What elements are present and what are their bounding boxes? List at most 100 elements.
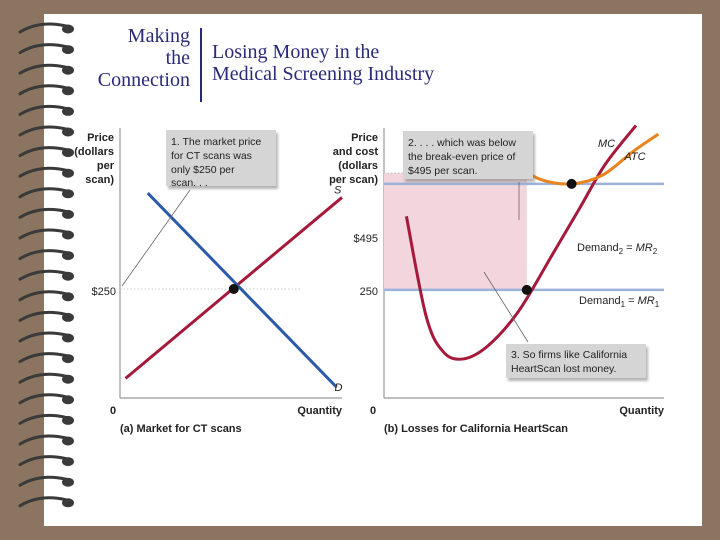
- panel-a-equilibrium-point: [228, 284, 239, 294]
- callout-1-line-4: scan. . .: [171, 177, 208, 189]
- callout-2: 2. . . . which was below the break-even …: [403, 131, 533, 220]
- panel-b-ylabel-1: Price: [351, 132, 378, 144]
- panel-b: Price and cost (dollars per scan) 0 Quan…: [329, 124, 665, 435]
- spiral-hole: [62, 45, 74, 55]
- callout-1-line-1: 1. The market price: [171, 136, 261, 148]
- panel-b-origin: 0: [370, 405, 376, 417]
- callout-3-pointer: [483, 271, 529, 343]
- spiral-coil: [18, 496, 68, 508]
- panel-b-ylabel-2: and cost: [333, 146, 379, 158]
- spiral-hole: [62, 395, 74, 405]
- callout-2-line-1: 2. . . . which was below: [408, 137, 516, 149]
- spiral-hole: [62, 251, 74, 261]
- spiral-coil: [18, 249, 68, 261]
- slide-title: Losing Money in the Medical Screening In…: [212, 41, 512, 85]
- spiral-hole: [62, 477, 74, 487]
- title-line-1: Losing Money in the: [212, 41, 380, 63]
- spiral-coil: [18, 352, 68, 364]
- panel-b-tick-250: 250: [360, 286, 378, 298]
- callout-3-line-1: 3. So firms like California: [511, 349, 627, 361]
- making-line-3: Connection: [97, 69, 190, 91]
- panel-a-ylabel-3: per: [97, 160, 115, 172]
- spiral-hole: [62, 24, 74, 34]
- making-the-connection-label: Making the Connection: [90, 25, 190, 91]
- panel-a-ylabel-4: scan): [85, 174, 114, 186]
- spiral-coil: [18, 310, 68, 322]
- series-atc-curve: [517, 132, 660, 186]
- callout-2-line-2: the break-even price of: [408, 151, 515, 163]
- panel-a-xlabel: Quantity: [297, 405, 342, 417]
- spiral-hole: [62, 271, 74, 281]
- spiral-hole: [62, 457, 74, 467]
- series-d-label: D: [334, 382, 342, 394]
- spiral-hole: [62, 436, 74, 446]
- spiral-hole: [62, 498, 74, 508]
- callout-3-line-2: HeartScan lost money.: [511, 363, 616, 375]
- series-d-line: [146, 192, 338, 389]
- spiral-binding-icon: [18, 22, 74, 508]
- spiral-hole: [62, 189, 74, 199]
- panel-a-ylabel-2: (dollars: [74, 146, 114, 158]
- spiral-coil: [18, 43, 68, 55]
- panel-b-tick-495: $495: [354, 233, 378, 245]
- callout-2-line-3: $495 per scan.: [408, 165, 477, 177]
- series-atc-label: ATC: [623, 151, 645, 163]
- spiral-coil: [18, 434, 68, 446]
- callout-1: 1. The market price for CT scans was onl…: [121, 130, 276, 287]
- demand-2-label: Demand2 = MR2: [577, 242, 658, 256]
- series-mc-curve: [404, 124, 638, 361]
- panel-b-point-2: [566, 178, 577, 189]
- series-s-label: S: [334, 184, 342, 196]
- spiral-hole: [62, 65, 74, 75]
- making-line-1: Making: [127, 25, 190, 47]
- panel-a-tick-250: $250: [92, 286, 116, 298]
- spiral-coil: [18, 22, 68, 34]
- spiral-hole: [62, 374, 74, 384]
- panel-b-xlabel: Quantity: [619, 405, 664, 417]
- callout-1-line-3: only $250 per: [171, 164, 235, 176]
- spiral-coil: [18, 475, 68, 487]
- panel-a-ylabel-1: Price: [87, 132, 114, 144]
- spiral-coil: [18, 413, 68, 425]
- making-line-2: the: [165, 47, 190, 69]
- panel-b-ylabel-3: (dollars: [338, 160, 378, 172]
- spiral-hole: [62, 333, 74, 343]
- panel-b-ylabel-4: per scan): [329, 174, 378, 186]
- spiral-hole: [62, 230, 74, 240]
- spiral-coil: [18, 372, 68, 384]
- callout-1-pointer: [121, 189, 191, 287]
- spiral-hole: [62, 209, 74, 219]
- spiral-coil: [18, 146, 68, 158]
- notebook-page: [44, 14, 702, 526]
- spiral-coil: [18, 228, 68, 240]
- spiral-coil: [18, 207, 68, 219]
- spiral-coil: [18, 104, 68, 116]
- spiral-coil: [18, 166, 68, 178]
- spiral-coil: [18, 393, 68, 405]
- spiral-hole: [62, 148, 74, 158]
- title-line-2: Medical Screening Industry: [212, 63, 435, 85]
- spiral-coil: [18, 125, 68, 137]
- loss-area: [384, 173, 527, 290]
- panel-a-caption: (a) Market for CT scans: [120, 423, 242, 435]
- spiral-coil: [18, 63, 68, 75]
- spiral-coil: [18, 290, 68, 302]
- spiral-hole: [62, 168, 74, 178]
- spiral-hole: [62, 312, 74, 322]
- spiral-coil: [18, 269, 68, 281]
- panel-b-point-3: [521, 284, 532, 295]
- header-divider: [200, 28, 202, 102]
- spiral-coil: [18, 187, 68, 199]
- spiral-coil: [18, 84, 68, 96]
- spiral-hole: [62, 415, 74, 425]
- demand-1-label: Demand1 = MR1: [579, 295, 660, 309]
- spiral-coil: [18, 455, 68, 467]
- panel-b-caption: (b) Losses for California HeartScan: [384, 423, 568, 435]
- panel-a-origin: 0: [110, 405, 116, 417]
- spiral-hole: [62, 292, 74, 302]
- spiral-hole: [62, 354, 74, 364]
- spiral-coil: [18, 331, 68, 343]
- spiral-hole: [62, 86, 74, 96]
- spiral-hole: [62, 127, 74, 137]
